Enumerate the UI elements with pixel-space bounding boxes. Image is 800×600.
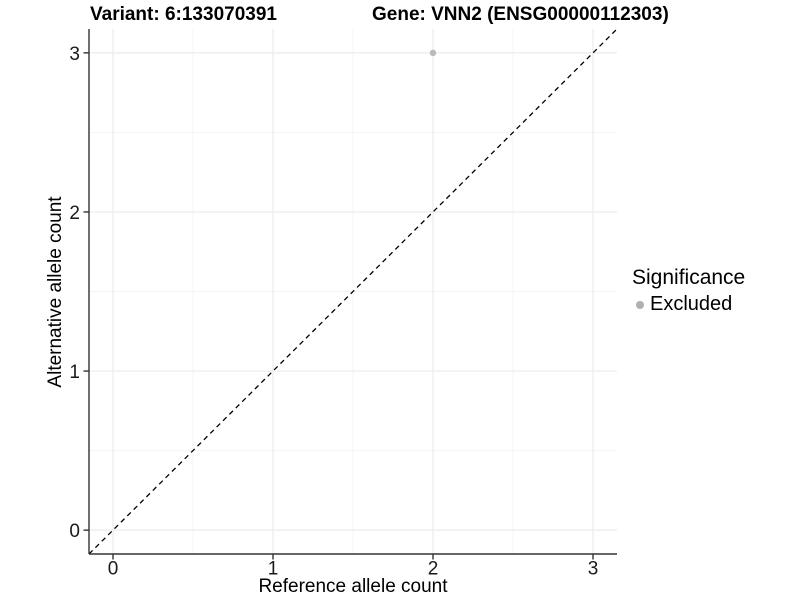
y-tick-label: 3: [69, 44, 80, 65]
y-axis-title: Alternative allele count: [45, 196, 66, 388]
data-point: [429, 49, 437, 57]
legend-entry-excluded: Excluded: [630, 293, 745, 316]
legend: Significance Excluded: [630, 265, 745, 316]
x-tick-label: 2: [428, 559, 439, 580]
legend-title: Significance: [632, 266, 746, 289]
plot-panel: 0 1 2 3 0 1 2 3: [69, 28, 618, 580]
identity-line: [88, 28, 618, 555]
legend-entry-label: Excluded: [650, 293, 733, 315]
plot-title-variant: Variant: 6:133070391: [90, 4, 277, 25]
y-tick-label: 1: [69, 362, 80, 383]
y-tick-label: 2: [69, 203, 80, 224]
y-tick-label: 0: [69, 521, 80, 542]
x-tick-label: 3: [588, 559, 599, 580]
x-axis-title: Reference allele count: [258, 576, 448, 597]
legend-point-icon: [636, 300, 644, 309]
plot-title-gene: Gene: VNN2 (ENSG00000112303): [372, 4, 669, 25]
x-tick-label: 1: [268, 559, 279, 580]
x-tick-label: 0: [108, 559, 119, 580]
